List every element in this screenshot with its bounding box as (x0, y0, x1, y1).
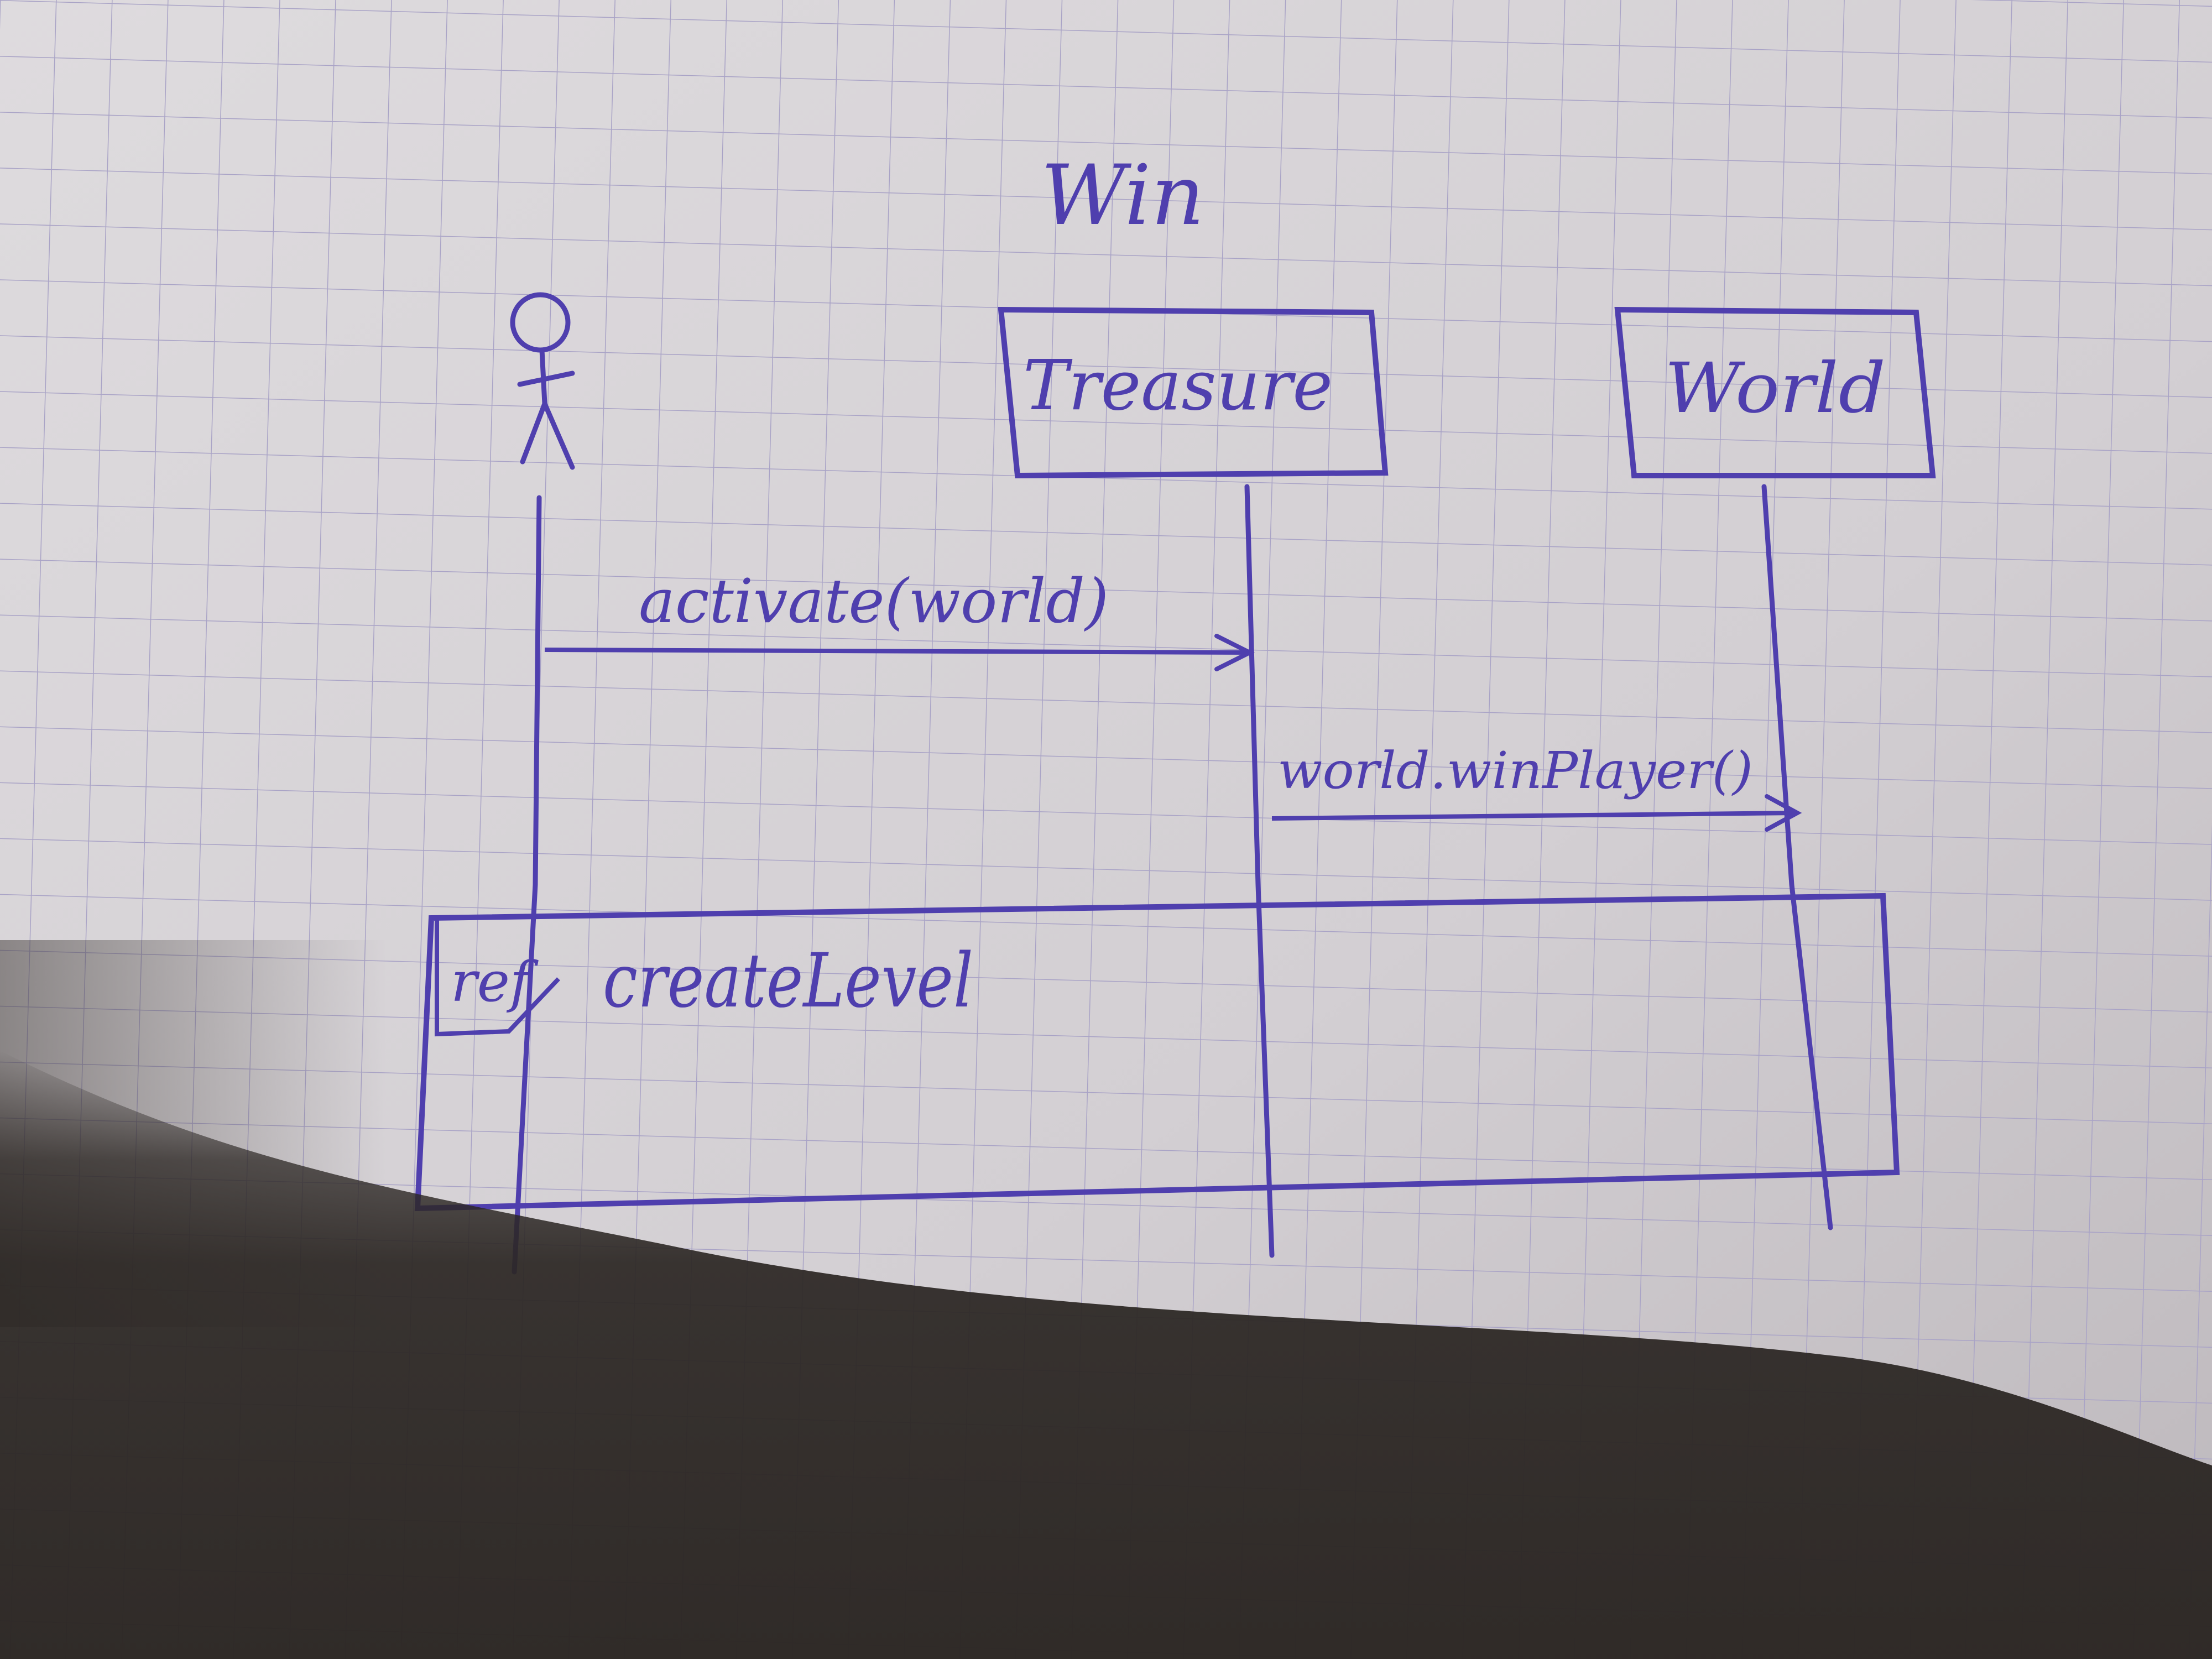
diagram-title: Win (1041, 148, 1204, 244)
lifelines (512, 484, 1833, 1275)
ref-fragment-label: createLevel (603, 937, 973, 1024)
message-activate: activate(world) (544, 566, 1255, 671)
ref-fragment: ref createLevel (414, 893, 1900, 1212)
lifeline-treasure (1244, 484, 1275, 1258)
message-winplayer: world.winPlayer() (1271, 741, 1802, 832)
participant-treasure-label: Treasure (1023, 346, 1333, 426)
lifeline-actor (512, 495, 542, 1275)
bottom-shadow (0, 1051, 2212, 1659)
participant-treasure: Treasure (998, 306, 1389, 479)
message-activate-label: activate(world) (639, 566, 1109, 637)
participant-world-label: World (1665, 348, 1886, 429)
lifeline-world (1761, 484, 1833, 1230)
participant-world: World (1614, 306, 1936, 478)
ref-operator-label: ref (451, 950, 539, 1014)
actor-icon (510, 292, 575, 470)
message-winplayer-label: world.winPlayer() (1277, 741, 1753, 800)
